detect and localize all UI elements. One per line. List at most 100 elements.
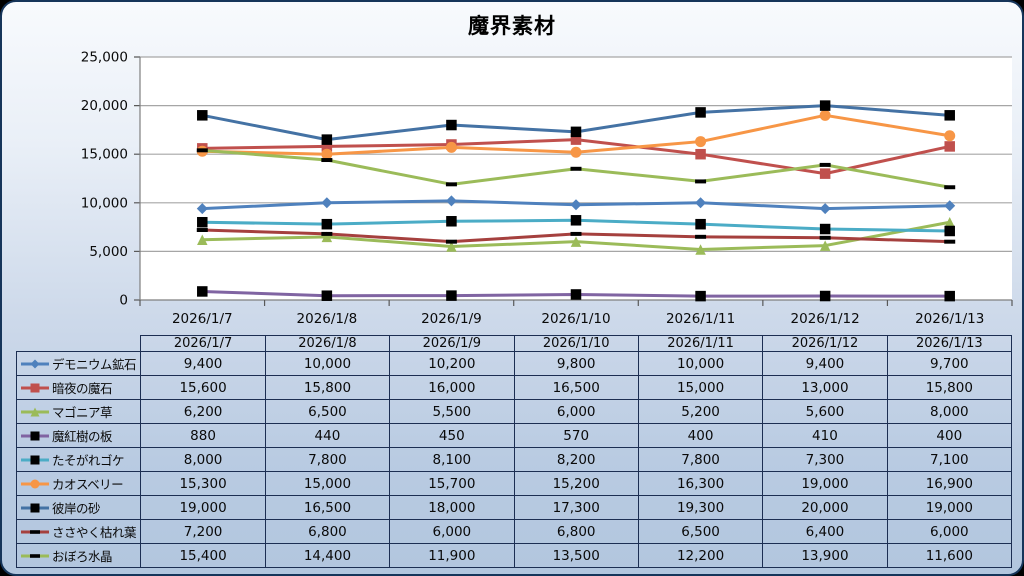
table-cell: 6,500 — [264, 399, 391, 424]
x-axis-label: 2026/1/11 — [666, 311, 735, 327]
series-marker — [695, 197, 707, 209]
table-cell: 7,800 — [637, 447, 764, 472]
legend-key-marker — [30, 503, 40, 512]
table-cell: 400 — [886, 423, 1013, 448]
legend-key-marker — [30, 455, 40, 464]
series-marker — [570, 126, 582, 138]
series-marker — [944, 185, 956, 190]
x-axis-label: 2026/1/7 — [172, 311, 233, 327]
table-cell: 6,400 — [762, 519, 888, 544]
x-axis-label: 2026/1/9 — [421, 311, 482, 327]
series-marker — [570, 236, 582, 247]
series-marker — [321, 141, 333, 152]
series-marker — [819, 290, 831, 302]
y-axis-label: 20,000 — [81, 98, 128, 114]
table-row: カオスベリー 15,300 15,000 15,700 15,200 16,300 19,0… — [15, 471, 1013, 496]
series-marker — [695, 179, 707, 184]
table-cell: 8,100 — [389, 447, 515, 472]
column-header: 2026/1/7 — [140, 335, 266, 352]
series-marker — [197, 110, 208, 121]
legend-key-marker — [30, 479, 40, 488]
series-name-label: 魔紅樹の板 — [52, 429, 113, 444]
table-cell: 6,500 — [637, 519, 764, 544]
series-marker — [819, 100, 831, 111]
table-cell: 10,200 — [389, 351, 515, 376]
table-cell: 6,800 — [513, 519, 639, 544]
series-marker — [445, 182, 457, 187]
series-name-label: カオスベリー — [52, 477, 124, 492]
series-marker — [197, 216, 208, 228]
series-marker — [445, 239, 457, 244]
y-axis-label: 25,000 — [81, 50, 128, 66]
legend-key-marker — [30, 431, 40, 440]
legend-key-icon — [21, 383, 49, 392]
x-axis-label: 2026/1/13 — [915, 311, 984, 327]
legend-key-icon — [21, 359, 49, 368]
series-marker — [570, 199, 582, 211]
table-cell: 5,600 — [762, 399, 888, 424]
table-cell: 19,000 — [886, 495, 1013, 520]
table-cell: 19,000 — [140, 495, 266, 520]
series-marker — [944, 200, 956, 212]
series-marker — [197, 286, 208, 297]
row-label-cell: おぼろ水晶 — [15, 543, 142, 568]
legend-key-icon — [21, 407, 49, 416]
series-marker — [819, 168, 831, 179]
table-cell: 440 — [264, 423, 391, 448]
y-axis-label: 0 — [119, 293, 128, 309]
table-cell: 17,300 — [513, 495, 639, 520]
table-cell: 19,000 — [762, 471, 888, 496]
legend-key-marker — [30, 359, 40, 368]
series-name-label: ささやく枯れ葉 — [52, 525, 137, 540]
series-marker — [321, 158, 333, 163]
table-cell: 13,000 — [762, 375, 888, 400]
series-marker — [321, 218, 333, 230]
table-cell: 16,900 — [886, 471, 1013, 496]
table-cell: 9,400 — [140, 351, 266, 376]
table-cell: 15,200 — [513, 471, 639, 496]
table-cell: 7,200 — [140, 519, 266, 544]
series-marker — [695, 218, 706, 230]
table-cell: 6,000 — [886, 519, 1013, 544]
table-cell: 5,500 — [389, 399, 515, 424]
series-marker — [445, 141, 457, 153]
legend-key-icon — [21, 553, 49, 558]
series-name-label: おぼろ水晶 — [52, 549, 113, 564]
legend-key-icon — [21, 479, 49, 488]
table-row: おぼろ水晶 15,400 14,400 11,900 13,500 12,200 13,90… — [15, 543, 1013, 568]
series-marker — [197, 234, 208, 245]
x-axis-label: 2026/1/10 — [541, 311, 610, 327]
table-header-row: 2026/1/7 2026/1/8 2026/1/9 2026/1/10 2026/1/… — [17, 335, 1013, 352]
table-cell: 9,800 — [513, 351, 639, 376]
table-cell: 16,500 — [264, 495, 391, 520]
column-header: 2026/1/8 — [264, 335, 391, 352]
table-corner-cell — [17, 336, 141, 352]
table-cell: 15,700 — [389, 471, 515, 496]
table-cell: 6,000 — [513, 399, 639, 424]
table-cell: 570 — [513, 423, 639, 448]
table-cell: 7,800 — [264, 447, 391, 472]
series-marker — [944, 239, 956, 244]
series-marker — [321, 290, 333, 301]
table-cell: 11,600 — [886, 543, 1013, 568]
legend-key-marker — [30, 553, 40, 558]
series-marker — [321, 231, 333, 236]
table-cell: 8,200 — [513, 447, 639, 472]
series-marker — [321, 134, 333, 145]
series-marker — [944, 130, 956, 142]
column-header: 2026/1/13 — [886, 335, 1013, 352]
table-row: 彼岸の砂 19,000 16,500 18,000 17,300 19,300 20,000… — [15, 495, 1013, 520]
series-marker — [695, 107, 706, 118]
table-cell: 16,300 — [637, 471, 764, 496]
series-marker — [819, 203, 831, 215]
column-header: 2026/1/10 — [513, 335, 639, 352]
series-marker — [695, 244, 706, 255]
table-cell: 7,300 — [762, 447, 888, 472]
table-row: ささやく枯れ葉 7,200 6,800 6,000 6,800 6,500 6,400 6,0… — [15, 519, 1013, 544]
table-cell: 13,900 — [762, 543, 888, 568]
series-marker — [196, 228, 208, 232]
y-axis-label: 15,000 — [81, 147, 128, 163]
table-cell: 20,000 — [762, 495, 888, 520]
line-chart: 0 5,000 10,000 15,000 20,000 25,000 2026/1/7 20… — [81, 50, 1013, 327]
